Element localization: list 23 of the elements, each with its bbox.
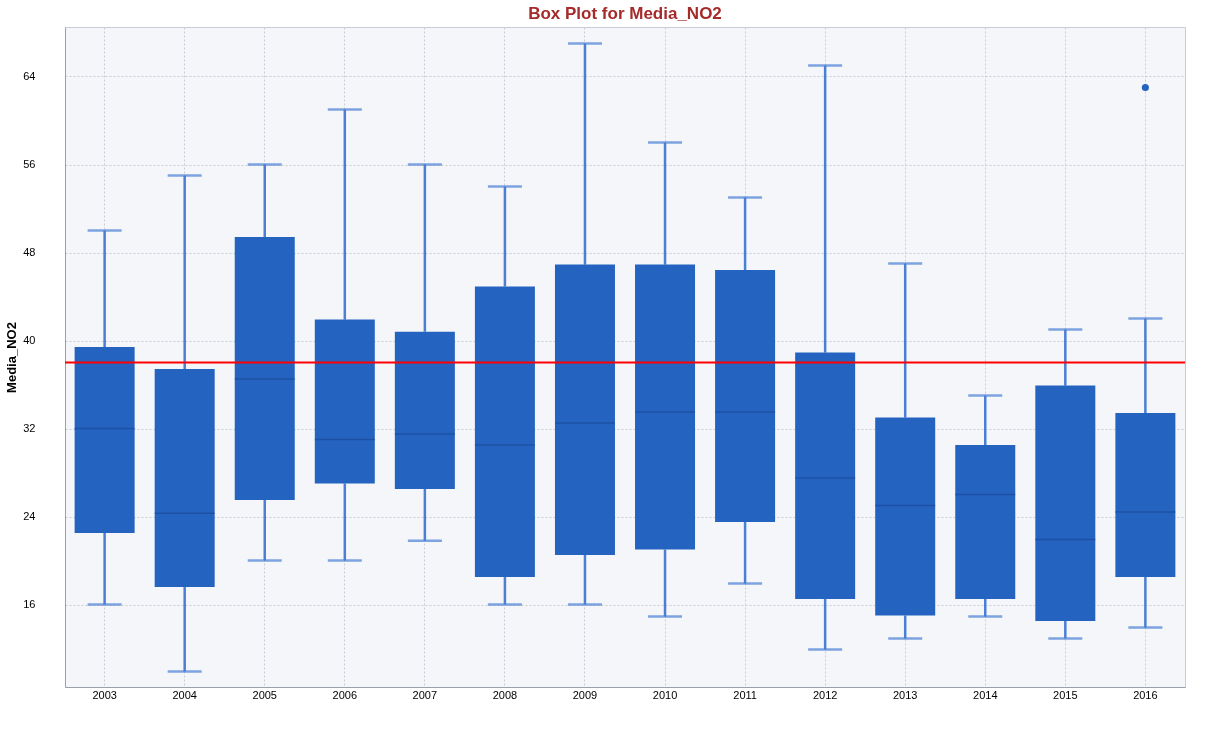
- x-tick-label: 2014: [973, 688, 998, 701]
- y-tick-label: 48: [23, 246, 36, 258]
- x-tick-label: 2008: [492, 688, 518, 701]
- x-tick-label: 2007: [412, 688, 438, 701]
- chart-title: Box Plot for Media_NO2: [528, 4, 722, 23]
- x-tick-label: 2006: [332, 688, 358, 701]
- x-tick-label: 2009: [572, 688, 598, 701]
- x-tick-label: 2003: [92, 688, 117, 701]
- x-tick-label: 2016: [1133, 688, 1158, 701]
- x-tick-label: 2011: [733, 688, 757, 701]
- y-tick-label: 16: [23, 598, 36, 610]
- x-tick-label: 2004: [172, 688, 197, 701]
- y-tick-label: 32: [23, 422, 36, 434]
- x-tick-label: 2015: [1053, 688, 1078, 701]
- x-tick-label: 2005: [252, 688, 277, 701]
- x-tick-label: 2012: [812, 688, 838, 701]
- x-tick-label: 2010: [652, 688, 678, 701]
- y-tick-label: 40: [23, 334, 36, 346]
- y-axis-title: Media_NO2: [4, 322, 20, 393]
- y-tick-label: 56: [23, 158, 36, 170]
- x-tick-label: 2013: [892, 688, 918, 701]
- y-tick-label: 64: [23, 70, 36, 82]
- y-tick-label: 24: [23, 510, 36, 522]
